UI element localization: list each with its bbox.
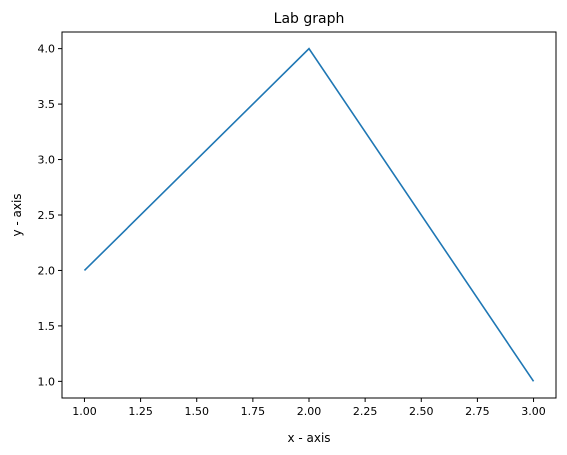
y-tick-label: 4.0 (38, 43, 56, 56)
x-tick-label: 3.00 (521, 405, 546, 418)
plot-frame (61, 31, 557, 399)
x-tick-label: 2.75 (465, 405, 490, 418)
y-tick-label: 1.0 (38, 375, 56, 388)
x-tick-label: 1.50 (184, 405, 209, 418)
series-layer (83, 47, 535, 382)
y-tick-label: 2.0 (38, 264, 56, 277)
y-tick-label: 3.0 (38, 154, 56, 167)
x-axis-label: x - axis (287, 431, 330, 445)
x-tick-label: 1.00 (72, 405, 97, 418)
x-tick-label: 2.50 (409, 405, 434, 418)
y-axis-ticks: 1.0 1.5 2.0 2.5 3.0 3.5 4.0 (38, 43, 62, 388)
series-line-0 (83, 47, 535, 382)
x-tick-label: 2.25 (353, 405, 378, 418)
chart-title: Lab graph (274, 11, 345, 27)
y-tick-label: 1.5 (38, 320, 56, 333)
x-tick-label: 1.75 (241, 405, 266, 418)
y-axis-label: y - axis (10, 193, 24, 236)
y-tick-label: 3.5 (38, 98, 56, 111)
y-tick-label: 2.5 (38, 209, 56, 222)
x-tick-label: 2.00 (297, 405, 322, 418)
x-tick-label: 1.25 (128, 405, 153, 418)
x-axis-ticks: 1.00 1.25 1.50 1.75 2.00 2.25 2.50 2.75 3.00 (72, 398, 546, 418)
